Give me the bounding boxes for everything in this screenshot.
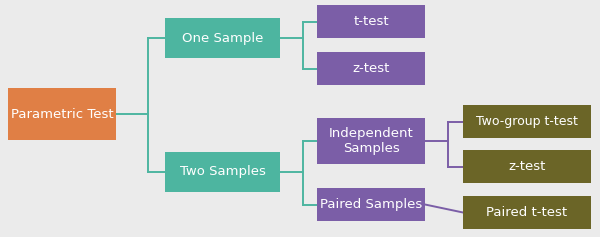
FancyBboxPatch shape — [317, 52, 425, 85]
FancyBboxPatch shape — [463, 196, 591, 229]
Text: Independent
Samples: Independent Samples — [329, 127, 413, 155]
FancyBboxPatch shape — [317, 118, 425, 164]
Text: Paired t-test: Paired t-test — [487, 206, 568, 219]
Text: Paired Samples: Paired Samples — [320, 198, 422, 211]
FancyBboxPatch shape — [463, 150, 591, 183]
Text: Parametric Test: Parametric Test — [11, 108, 113, 120]
Text: z-test: z-test — [352, 62, 389, 75]
Text: One Sample: One Sample — [182, 32, 263, 45]
Text: z-test: z-test — [508, 160, 545, 173]
FancyBboxPatch shape — [463, 105, 591, 138]
Text: Two Samples: Two Samples — [179, 165, 265, 178]
FancyBboxPatch shape — [165, 152, 280, 192]
FancyBboxPatch shape — [165, 18, 280, 58]
FancyBboxPatch shape — [317, 188, 425, 221]
Text: t-test: t-test — [353, 15, 389, 28]
Text: Two-group t-test: Two-group t-test — [476, 115, 578, 128]
FancyBboxPatch shape — [317, 5, 425, 38]
FancyBboxPatch shape — [8, 88, 116, 140]
